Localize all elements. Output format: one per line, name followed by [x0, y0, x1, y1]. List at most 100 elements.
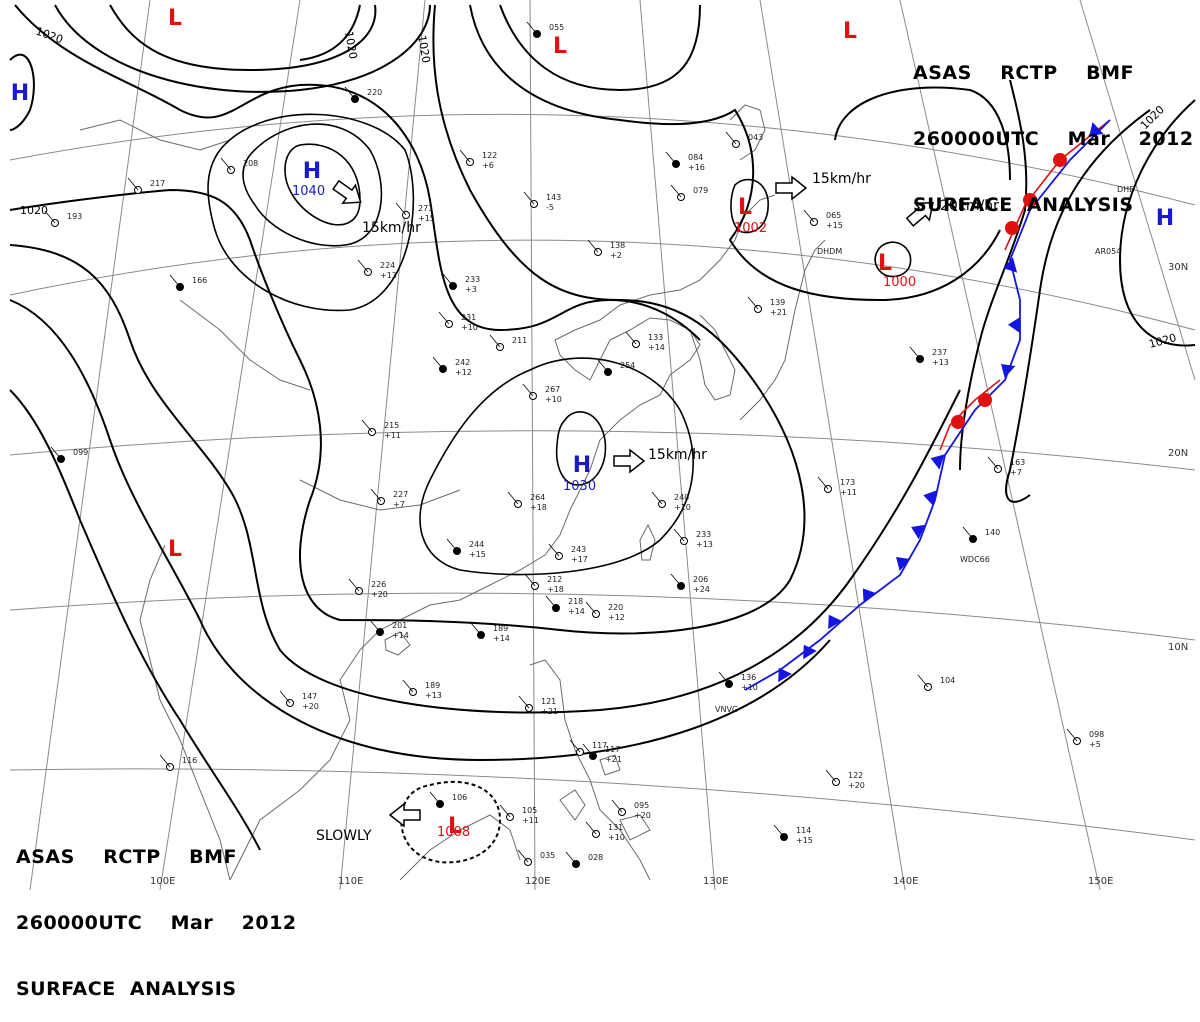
wind-barb-icon [917, 674, 929, 688]
low-pressure-center: L [168, 537, 182, 562]
station-tendency: +12 [455, 368, 472, 377]
station-plot: 215+11 [361, 419, 401, 440]
isobar-1032-high [207, 113, 415, 312]
station-plot: 117+21 [582, 743, 622, 764]
wind-barb-icon [718, 671, 730, 685]
station-plot: 163+7 [987, 456, 1025, 477]
high-symbol: H [1156, 206, 1174, 231]
longitude-line-160e [1079, 0, 1196, 381]
station-plot: 131+10 [585, 821, 625, 842]
longitude-line-130e [639, 0, 716, 891]
station-plot: 122+6 [459, 149, 497, 170]
wind-barb-icon [569, 739, 581, 753]
low-pressure-center: L [843, 19, 857, 44]
warm-front-semicircles [951, 153, 1067, 429]
inland-river-1 [79, 119, 231, 151]
latitude-line-30n [9, 239, 1196, 331]
station-pressure: 131 [608, 823, 623, 832]
cold-front-pip [923, 490, 937, 506]
wind-barb-icon [665, 151, 677, 165]
station-tendency: +21 [541, 707, 558, 716]
station-pressure: 254 [620, 361, 635, 370]
isobar-1024-north [54, 4, 431, 93]
station-pressure: 233 [465, 275, 480, 284]
station-id-label: AR054 [1095, 247, 1121, 256]
station-tendency: +10 [545, 395, 562, 404]
japan-coast [729, 104, 826, 421]
longitude-label: 110E [338, 876, 363, 887]
station-tendency: +7 [1010, 468, 1022, 477]
station-plot: 116 [159, 754, 197, 771]
wind-barb-icon [817, 476, 829, 490]
station-pressure: 143 [546, 193, 561, 202]
motion-arrow-icon [613, 448, 646, 474]
station-id-label: VNVG [715, 705, 738, 714]
low-symbol: L [738, 195, 752, 220]
isobar-1028-north [109, 4, 377, 72]
station-plot: 136+10 [718, 671, 758, 692]
station-pressure: 189 [425, 681, 440, 690]
isobar-1020-top [299, 4, 361, 61]
high-pressure-center: H [11, 81, 29, 106]
wind-barb-icon [442, 273, 454, 287]
high-pressure-center: H [1156, 206, 1174, 231]
station-pressure: 220 [608, 603, 623, 612]
cold-front-pip [1089, 122, 1104, 137]
station-tendency: +11 [384, 431, 401, 440]
motion-arrow-icon [905, 201, 934, 227]
station-plot: 117 [569, 739, 607, 756]
cold-front-pip [911, 524, 926, 540]
wind-barb-icon [673, 528, 685, 542]
station-plot: 133+14 [625, 331, 665, 352]
longitude-label: 130E [703, 876, 728, 887]
station-tendency: +14 [392, 631, 409, 640]
station-tendency: +2 [610, 251, 622, 260]
motion-speed-label: 15km/hr [648, 447, 707, 463]
taiwan-coast [639, 523, 656, 561]
station-tendency: +10 [608, 833, 625, 842]
header-bottom-left: ASAS RCTP BMF 260000UTC Mar 2012 SURFACE… [16, 802, 297, 1022]
wind-barb-icon [357, 259, 369, 273]
station-ids: DHDM VNVG WDC66 AR054 DHE [715, 185, 1134, 714]
station-plot: 122+20 [825, 769, 865, 790]
station-plot: 264+18 [507, 491, 547, 512]
graticule [9, 0, 1196, 891]
wind-barb-icon [507, 491, 519, 505]
station-tendency: +18 [530, 503, 547, 512]
station-plots: 233+3138+2143-5242+12215+11227+7244+1526… [44, 21, 1104, 868]
wind-barb-icon [44, 210, 56, 224]
station-tendency: +3 [465, 285, 477, 294]
station-pressure: 099 [73, 448, 88, 457]
latitude-line-0 [9, 768, 1196, 841]
station-pressure: 116 [182, 756, 197, 765]
station-pressure: 201 [392, 621, 407, 630]
wind-barb-icon [348, 578, 360, 592]
hainan-coast [384, 631, 411, 656]
motion-speed-label: 15km/hr [362, 220, 421, 236]
low-symbol: L [168, 537, 182, 562]
wind-barb-icon [369, 619, 381, 633]
wind-barb-icon [127, 177, 139, 191]
isobar-1020-north [14, 4, 701, 341]
wind-barb-icon [909, 346, 921, 360]
grid-labels: 100E 110E 120E 130E 140E 150E 30N 20N 10N [150, 262, 1188, 887]
motion-speed-label: 15km/hr [812, 171, 871, 187]
station-tendency: +14 [493, 634, 510, 643]
station-pressure: 095 [634, 801, 649, 810]
station-pressure: 133 [648, 333, 663, 342]
station-pressure: 121 [541, 697, 556, 706]
inland-river-3 [299, 479, 461, 511]
station-plot: 218+14 [545, 595, 585, 616]
station-tendency: +13 [425, 691, 442, 700]
station-plot: 189+13 [402, 679, 442, 700]
isobars [9, 4, 1196, 851]
station-plot: 201+14 [369, 619, 409, 640]
station-tendency: +12 [608, 613, 625, 622]
wind-barb-icon [587, 239, 599, 253]
header-subtitle: SURFACE ANALYSIS [16, 978, 237, 1000]
wind-barb-icon [489, 334, 501, 348]
latitude-line-40n [9, 113, 1196, 206]
station-pressure: 215 [384, 421, 399, 430]
warm-front-2 [939, 379, 1001, 451]
